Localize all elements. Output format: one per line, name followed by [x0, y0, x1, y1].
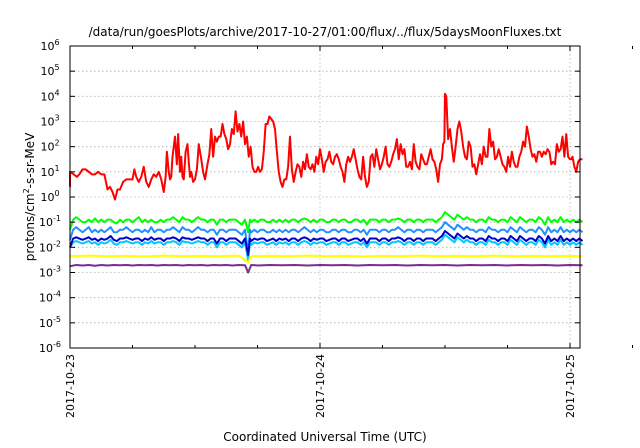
y-tick-label: 10-6 [39, 340, 61, 355]
x-axis-label: Coordinated Universal Time (UTC) [223, 430, 426, 444]
series-line-6 [69, 254, 583, 264]
x-tick-label: 2017-10-23 [64, 354, 77, 418]
series-line-2 [69, 211, 584, 234]
y-tick-label: 100 [40, 189, 59, 204]
y-tick-label: 105 [40, 63, 59, 78]
y-tick-label: 104 [40, 88, 59, 103]
series-line-7 [69, 263, 583, 274]
y-tick-label: 101 [40, 164, 59, 179]
y-tick-label: 106 [40, 38, 59, 53]
series-line-4 [69, 233, 584, 261]
y-axis-label: protons/cm2-s-sr-MeV [22, 132, 37, 261]
y-tick-label: 102 [40, 139, 59, 154]
x-tick-labels: 2017-10-232017-10-242017-10-252017-10-26… [64, 354, 577, 418]
y-tick-label: 10-1 [39, 214, 61, 229]
y-tick-label: 10-2 [39, 239, 61, 254]
y-tick-label: 10-4 [39, 290, 61, 305]
series-group [69, 92, 584, 274]
x-tick-label: 2017-10-25 [564, 354, 577, 418]
y-tick-label: 103 [40, 114, 59, 129]
y-tick-label: 10-5 [39, 315, 61, 330]
y-tick-label: 10-3 [39, 265, 61, 280]
grid [70, 46, 580, 348]
series-line-5 [69, 229, 584, 256]
y-tick-labels: 10-6 10-5 10-4 10-3 10-2 10-1 100 101 102 103 104 1… [39, 38, 61, 355]
axis-ticks [69, 45, 633, 349]
series-line-1 [69, 92, 583, 201]
x-tick-label: 2017-10-24 [314, 354, 327, 418]
chart-title: /data/run/goesPlots/archive/2017-10-27/0… [89, 25, 562, 39]
series-line-3 [69, 221, 584, 254]
